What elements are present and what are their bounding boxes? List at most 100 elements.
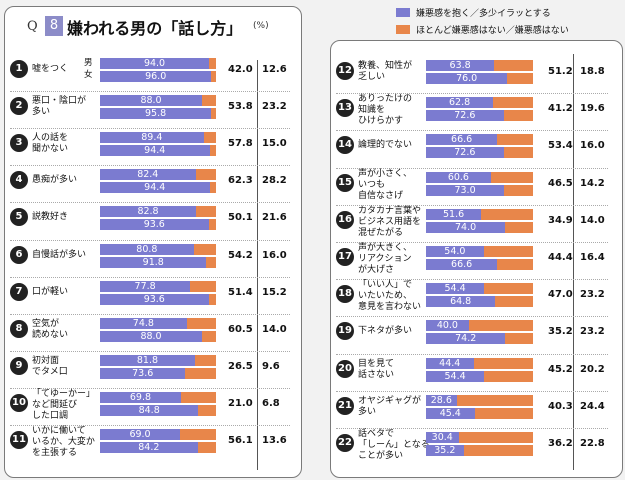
female-value-label: 35.2 <box>434 445 456 456</box>
male-value-label: 28.6 <box>430 394 452 406</box>
ratio-value: 20.2 <box>580 363 605 375</box>
female-bar: 73.6 <box>100 367 216 379</box>
item-number-badge: 14 <box>336 136 354 155</box>
item-label: ありったけの 知識を ひけらかす <box>358 94 413 127</box>
ratio-value: 9.6 <box>262 360 280 372</box>
ratio-value: 22.8 <box>580 438 605 449</box>
female-value-label: 64.8 <box>450 296 472 308</box>
female-bar-fill <box>426 221 506 233</box>
male-bar-fill <box>426 357 474 369</box>
female-value-label: 94.4 <box>144 182 166 194</box>
diff-value: 54.2 <box>228 249 253 261</box>
item-label: 下ネタが多い <box>358 326 413 337</box>
unit-label: (%) <box>253 21 269 31</box>
item-label: 空気が 読めない <box>32 318 69 340</box>
female-value-label: 95.8 <box>144 108 167 120</box>
male-value-label: 77.8 <box>134 280 156 292</box>
row-separator <box>336 204 608 207</box>
male-value-label: 40.0 <box>436 320 458 332</box>
item-label: 初対面 でタメ口 <box>32 355 68 377</box>
female-value-label: 84.2 <box>138 442 160 453</box>
row-separator <box>336 353 608 356</box>
item-number-badge: 9 <box>10 356 28 375</box>
male-value-label: 74.8 <box>132 317 154 329</box>
female-bar: 93.6 <box>100 219 216 231</box>
female-bar: 74.0 <box>426 221 533 233</box>
female-bar-fill <box>100 330 203 342</box>
diff-value: 51.4 <box>228 286 253 298</box>
item-number-badge: 18 <box>336 285 354 304</box>
row-separator <box>10 350 290 353</box>
item-label: 人の話を 聞かない <box>32 133 69 155</box>
item-label: 口が軽い <box>32 286 69 297</box>
row-separator <box>10 91 290 93</box>
item-label: 「いい人」で いたいため、 意見を言わない <box>358 280 422 313</box>
item-label: 声が小さく、 いつも 自信なさげ <box>358 168 413 201</box>
row-separator <box>336 390 608 393</box>
female-bar: 66.6 <box>426 259 533 270</box>
diff-value: 62.3 <box>228 175 253 187</box>
ratio-value: 18.8 <box>580 66 605 77</box>
male-bar: 40.0 <box>426 320 533 332</box>
diff-value: 53.4 <box>548 140 573 152</box>
ratio-value: 23.2 <box>580 326 605 338</box>
row-separator <box>10 202 290 204</box>
female-bar-fill <box>100 256 207 268</box>
male-value-label: 88.0 <box>140 95 162 107</box>
diff-value: 44.4 <box>548 252 573 263</box>
male-bar-fill <box>426 246 484 257</box>
chart-header: Q 8 嫌われる男の「話し方」 (%) <box>5 7 301 41</box>
row-separator <box>336 93 608 95</box>
item-label: 教養、知性が 乏しい <box>358 61 413 82</box>
question-number: 8 <box>45 16 63 36</box>
item-label: 嘘をつく <box>32 64 69 74</box>
male-legend-label: 男 <box>84 58 93 68</box>
female-bar-fill <box>426 296 496 308</box>
female-bar: 88.0 <box>100 330 216 342</box>
diff-value: 53.8 <box>228 101 253 113</box>
diff-value: 51.2 <box>548 66 573 77</box>
male-bar: 30.4 <box>426 432 533 443</box>
male-bar-fill <box>426 320 469 332</box>
female-value-label: 94.4 <box>144 145 166 157</box>
female-bar: 35.2 <box>426 445 533 456</box>
female-bar: 96.0 <box>100 71 216 82</box>
male-bar: 28.6 <box>426 394 533 406</box>
row-separator <box>10 165 290 167</box>
male-bar: 44.4 <box>426 357 533 369</box>
male-bar: 60.6 <box>426 171 533 183</box>
row-separator <box>336 242 608 244</box>
female-value-label: 74.0 <box>455 221 477 233</box>
male-bar: 62.8 <box>426 97 533 109</box>
question-letter: Q <box>27 19 38 34</box>
item-number-badge: 19 <box>336 322 354 341</box>
item-label: 自慢話が多い <box>32 249 87 260</box>
ratio-value: 15.2 <box>262 286 287 298</box>
item-label: 声が大きく、 リアクション が大げさ <box>358 243 413 275</box>
male-bar: 51.6 <box>426 208 533 220</box>
male-bar: 77.8 <box>100 280 216 292</box>
diff-value: 56.1 <box>228 435 253 446</box>
male-value-label: 54.0 <box>444 246 466 257</box>
female-bar-fill <box>100 108 212 120</box>
diff-value: 57.8 <box>228 138 253 150</box>
male-bar-fill <box>426 60 495 71</box>
item-number-badge: 22 <box>336 434 354 452</box>
item-label: 愚痴が多い <box>32 175 78 186</box>
legend: 嫌悪感を抱く／多少イラッとする ほとんど嫌悪感はない／嫌悪感はない <box>396 2 624 38</box>
female-bar-fill <box>426 445 464 456</box>
diff-value: 50.1 <box>228 212 253 224</box>
female-bar: 95.8 <box>100 108 216 120</box>
male-value-label: 80.8 <box>136 243 158 255</box>
diff-value: 46.5 <box>548 177 573 189</box>
item-number-badge: 17 <box>336 248 354 266</box>
diff-value: 36.2 <box>548 438 573 449</box>
female-bar-fill <box>426 370 485 382</box>
female-bar-fill <box>100 219 209 231</box>
item-number-badge: 8 <box>10 319 28 338</box>
diff-value: 40.3 <box>548 400 573 412</box>
diff-value: 41.2 <box>548 103 573 115</box>
male-value-label: 62.8 <box>449 97 471 109</box>
female-bar-fill <box>100 442 198 453</box>
